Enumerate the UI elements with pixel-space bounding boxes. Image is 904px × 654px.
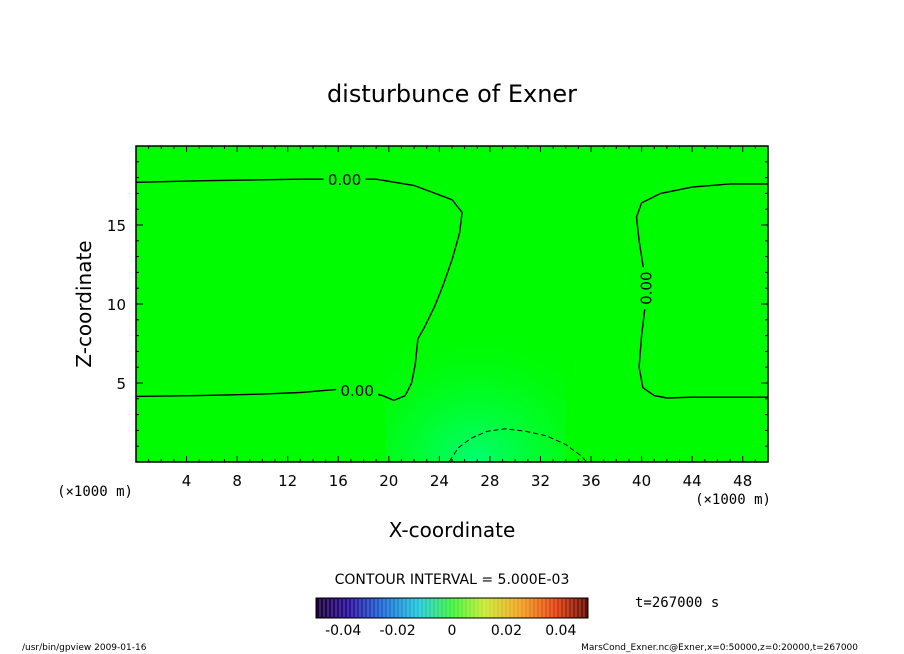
x-tick-label: 32 <box>531 472 550 490</box>
y-axis-ticks: 5 10 15 <box>107 161 768 447</box>
colorbar-tick-label: 0 <box>448 623 457 639</box>
footer-left: /usr/bin/gpview 2009-01-16 <box>22 643 147 653</box>
y-axis-label: Z-coordinate <box>72 240 96 367</box>
x-tick-label: 40 <box>632 472 651 490</box>
x-tick-label: 8 <box>232 472 242 490</box>
colorbar-ticks: -0.04 -0.02 0 0.02 0.04 <box>325 623 576 639</box>
contour-label-group: 0.00 <box>637 267 655 310</box>
colorbar <box>315 597 589 619</box>
x-axis-unit-left: (×1000 m) <box>57 484 133 500</box>
contour-label-bg <box>637 267 654 310</box>
x-tick-label: 12 <box>278 472 297 490</box>
x-tick-label: 24 <box>430 472 449 490</box>
footer-right: MarsCond_Exner.nc@Exner,x=0:50000,z=0:20… <box>581 643 858 653</box>
colorbar-tick-label: 0.02 <box>491 623 522 639</box>
time-label: t=267000 s <box>635 595 719 611</box>
chart-title: disturbunce of Exner <box>327 80 577 108</box>
x-tick-label: 28 <box>480 472 499 490</box>
x-tick-label: 20 <box>379 472 398 490</box>
colorbar-tick-label: 0.04 <box>545 623 576 639</box>
y-tick-label: 5 <box>116 375 126 393</box>
colorbar-tick-label: -0.04 <box>325 623 361 639</box>
x-tick-label: 36 <box>581 472 600 490</box>
x-tick-label: 4 <box>182 472 192 490</box>
contour-label: 0.00 <box>637 271 655 304</box>
colorbar-tick-label: -0.02 <box>379 623 415 639</box>
field-highlight <box>386 300 566 462</box>
contour-interval: CONTOUR INTERVAL = 5.000E-03 <box>335 572 570 588</box>
x-axis-ticks: 4 8 12 16 20 24 28 32 36 40 44 48 <box>148 146 756 490</box>
x-tick-label: 44 <box>683 472 702 490</box>
x-tick-label: 16 <box>329 472 348 490</box>
x-axis-label: X-coordinate <box>389 518 516 542</box>
x-axis-unit-right: (×1000 m) <box>695 492 771 508</box>
contour-label-group: 0.00 <box>336 382 379 400</box>
y-tick-label: 10 <box>107 296 126 314</box>
contour-line <box>449 428 587 462</box>
y-tick-label: 15 <box>107 217 126 235</box>
contour-labels: 0.00 0.00 0.00 <box>323 171 655 400</box>
contour-label-bg <box>323 171 366 188</box>
contour-label: 0.00 <box>340 382 373 400</box>
colorbar-stripes <box>319 599 585 617</box>
contour-label-group: 0.00 <box>323 171 366 189</box>
contour-label: 0.00 <box>328 171 361 189</box>
contour-label-bg <box>336 382 379 399</box>
x-tick-label: 48 <box>733 472 752 490</box>
contour-line <box>635 183 768 399</box>
